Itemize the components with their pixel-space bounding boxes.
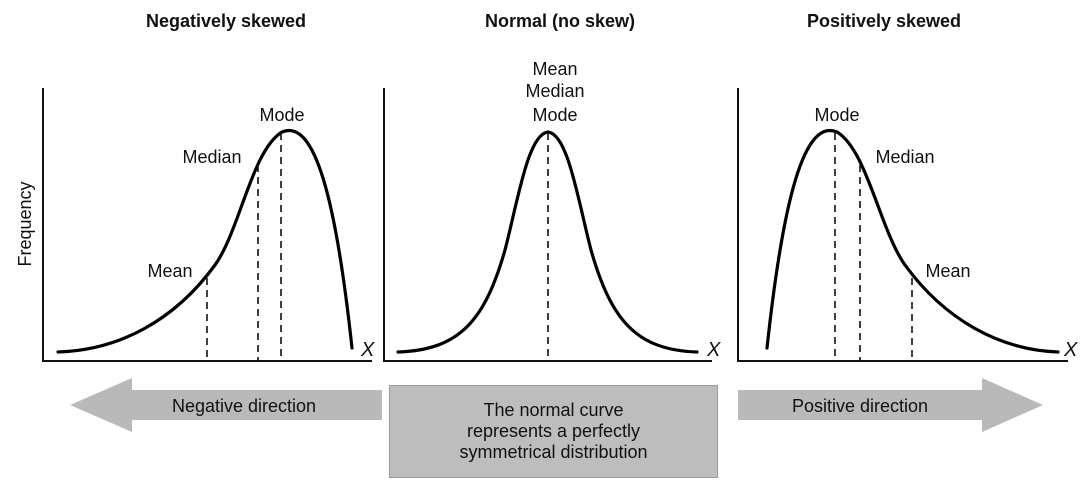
y-axis-label: Frequency [15, 181, 35, 266]
panel-title-negative: Negatively skewed [146, 11, 306, 31]
axes-normal [383, 88, 712, 362]
x-label-normal: X [706, 339, 721, 361]
panel-positive: Mode Median Mean X [737, 88, 1078, 362]
caption-line-2: represents a perfectly [466, 421, 641, 441]
left-arrow-shape [70, 378, 382, 432]
x-label-positive: X [1063, 339, 1078, 361]
right-arrow-shape [738, 378, 1043, 432]
median-label-normal: Median [525, 81, 584, 101]
mean-label-negative: Mean [147, 261, 192, 281]
mode-label-negative: Mode [259, 105, 304, 125]
panel-title-normal: Normal (no skew) [485, 11, 635, 31]
axes-negative [42, 88, 372, 362]
curve-positive [765, 128, 1060, 354]
mean-label-normal: Mean [532, 59, 577, 79]
mode-label-positive: Mode [814, 105, 859, 125]
x-label-negative: X [360, 339, 375, 361]
axes-positive [737, 88, 1068, 362]
caption-line-3: symmetrical distribution [459, 442, 648, 462]
positive-direction-label: Positive direction [792, 396, 928, 416]
negative-direction-label: Negative direction [172, 396, 316, 416]
panel-normal: Mean Median Mode X [383, 59, 721, 362]
mode-label-normal: Mode [532, 105, 577, 125]
median-label-negative: Median [182, 147, 241, 167]
panel-negative: Mean Median Mode X [42, 88, 375, 362]
normal-curve-caption: The normal curve represents a perfectly … [389, 385, 718, 478]
median-label-positive: Median [875, 147, 934, 167]
curve-normal [396, 130, 699, 354]
curve-negative [56, 128, 354, 354]
caption-line-1: The normal curve [483, 400, 624, 420]
panel-title-positive: Positively skewed [807, 11, 961, 31]
mean-label-positive: Mean [925, 261, 970, 281]
